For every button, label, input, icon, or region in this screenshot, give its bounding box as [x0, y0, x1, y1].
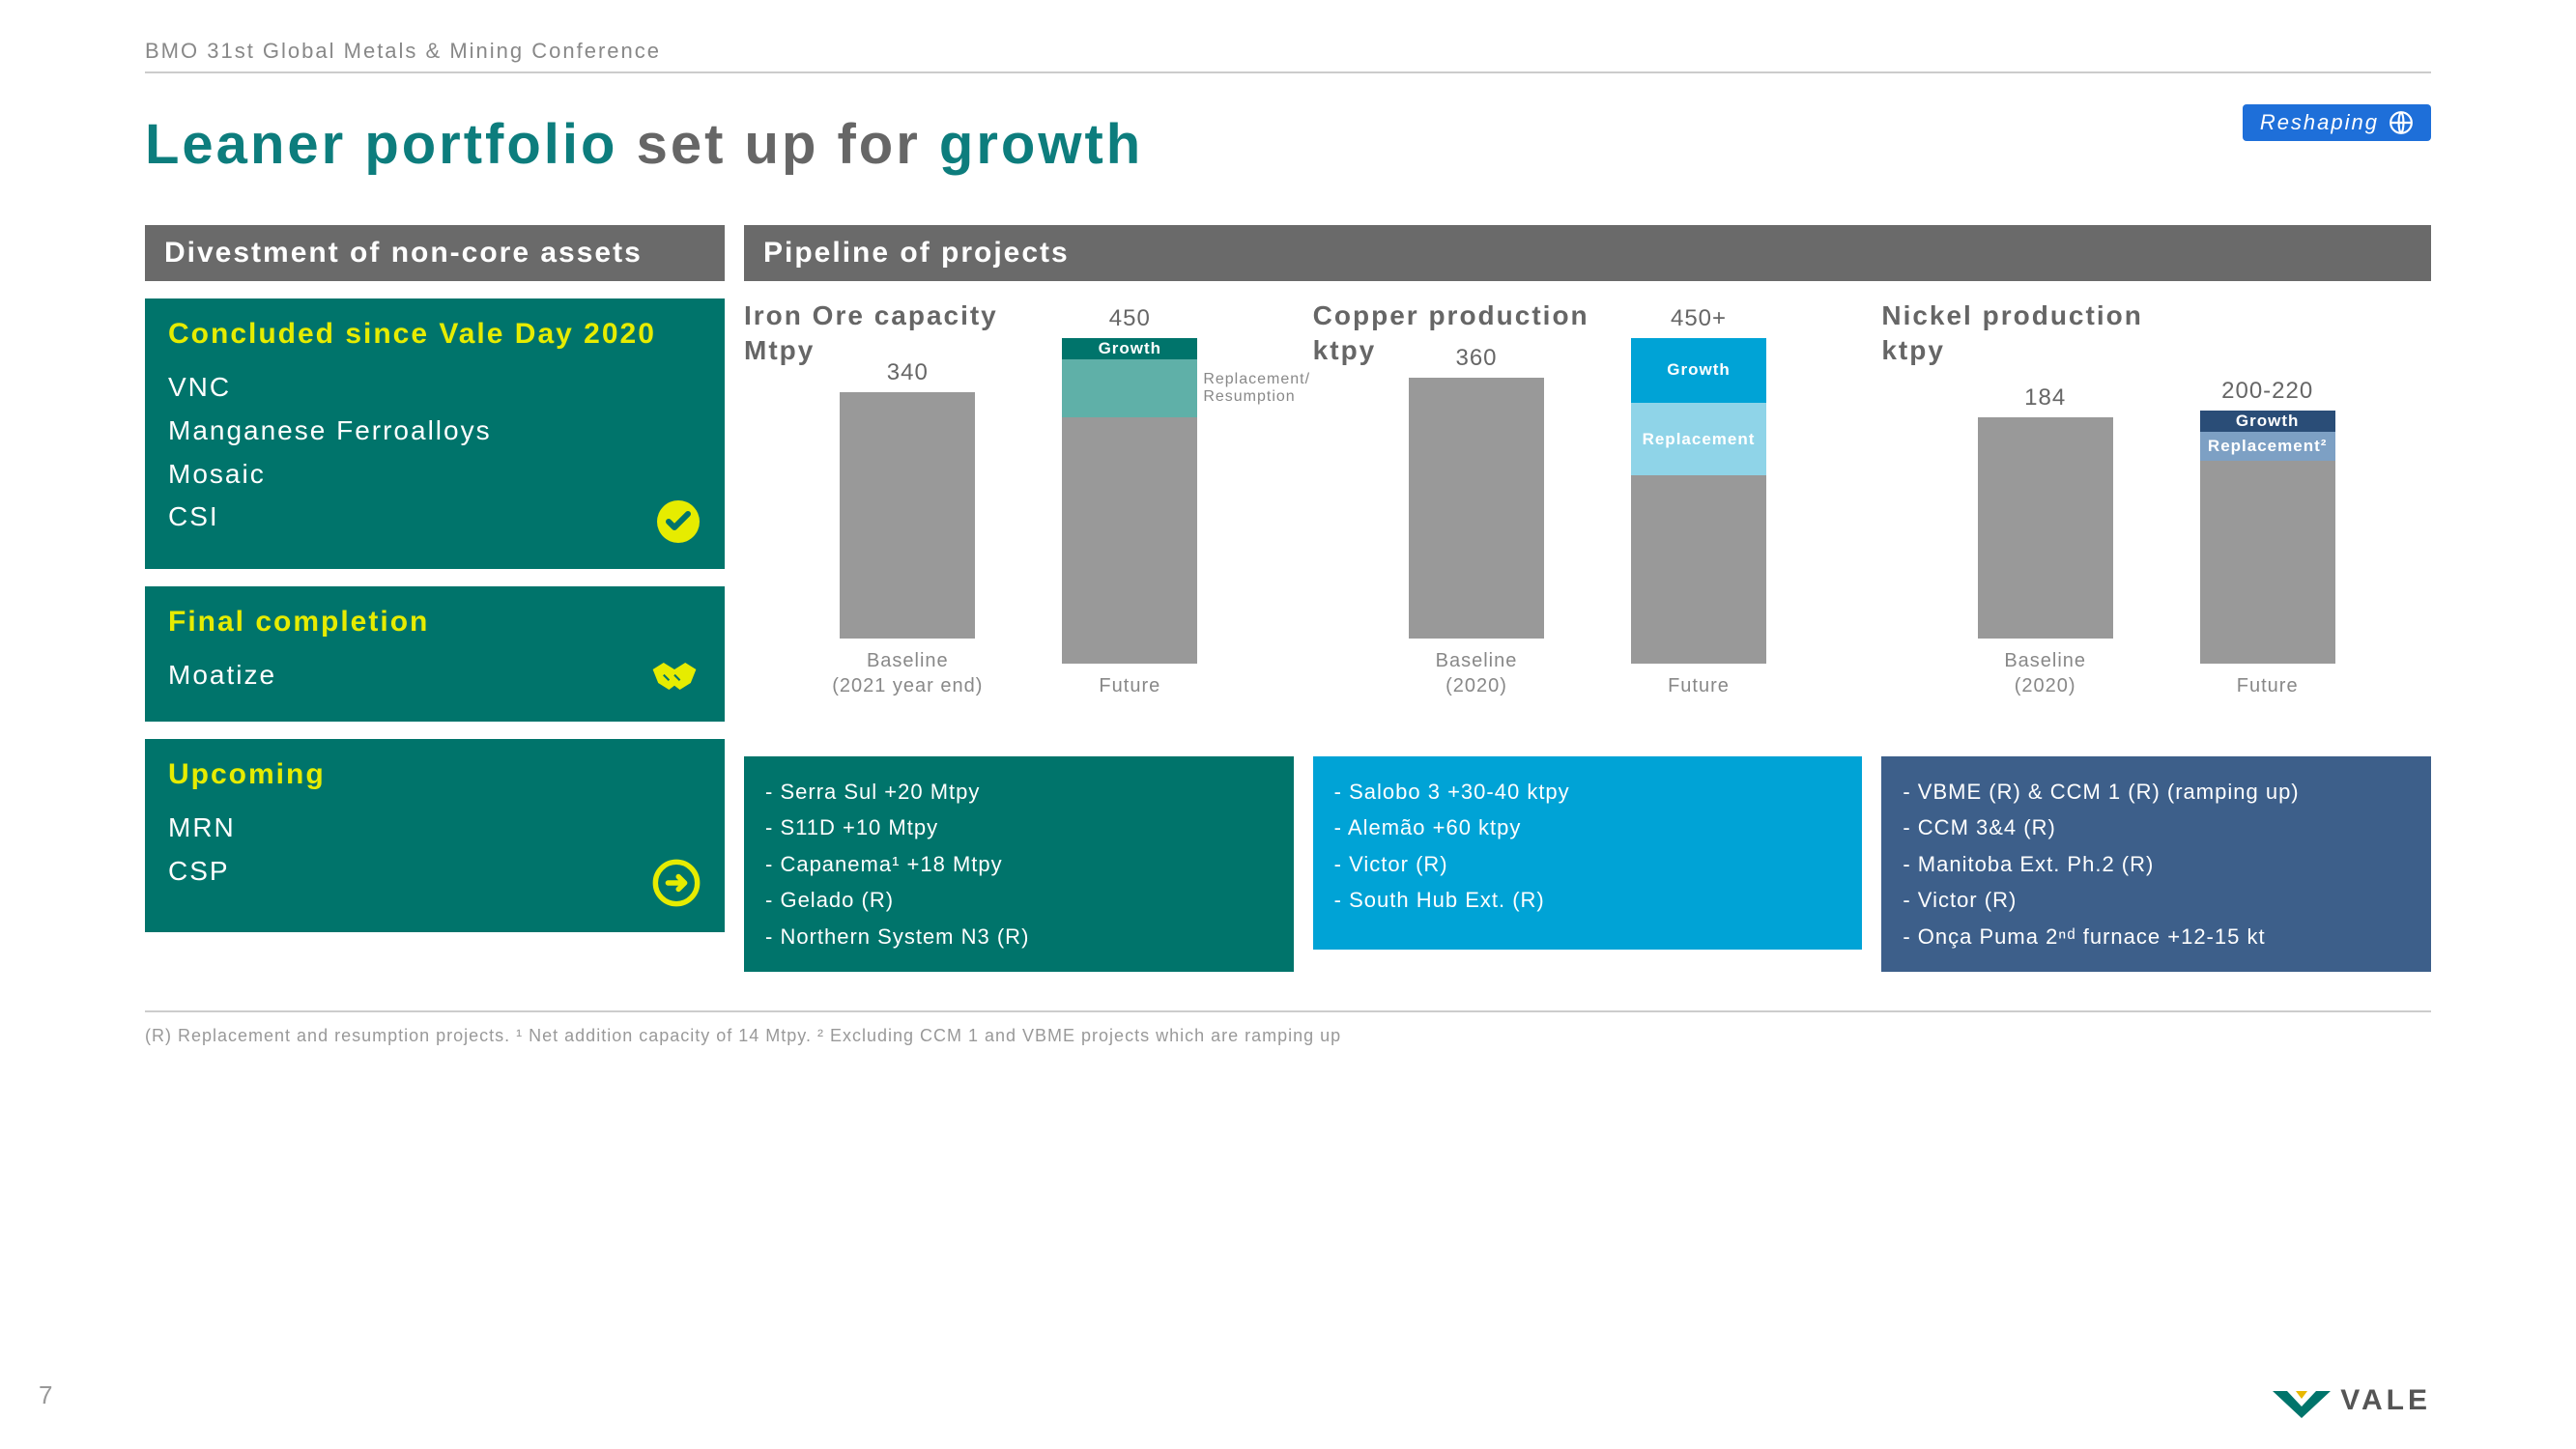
bar-segment: [1062, 417, 1197, 664]
project-item: Salobo 3 +30-40 ktpy: [1334, 774, 1842, 810]
bar-caption: Baseline(2020): [2004, 648, 2086, 698]
bar-segment: [1978, 417, 2113, 639]
bar-value: 360: [1455, 345, 1497, 372]
chart-column: Copper productionktpy360Baseline(2020)45…: [1313, 298, 1863, 972]
arrow-circle-icon: [651, 858, 701, 913]
list-item: Moatize: [168, 654, 701, 697]
bar-baseline: 184 Baseline(2020): [1963, 384, 2128, 699]
logo-text: VALE: [2340, 1384, 2431, 1417]
bar-segment: [2200, 461, 2335, 664]
bar-segment: [840, 392, 975, 639]
bar-segment: [1631, 475, 1766, 664]
globe-icon: [2389, 110, 2414, 135]
bar-segment: Growth: [1062, 338, 1197, 360]
page-title: Leaner portfolio set up for growth: [145, 112, 2431, 177]
chart-area: 360Baseline(2020)450+ReplacementGrowthFu…: [1313, 370, 1863, 698]
chart-title: Nickel productionktpy: [1881, 298, 2431, 370]
segment-side-label: Replacement/Resumption: [1203, 371, 1310, 406]
list-item: VNC: [168, 366, 701, 410]
projects-box: Serra Sul +20 MtpyS11D +10 MtpyCapanema¹…: [744, 756, 1294, 972]
divestment-header: Divestment of non-core assets: [145, 225, 725, 281]
project-item: Alemão +60 ktpy: [1334, 810, 1842, 845]
segment-label: Growth: [1667, 360, 1731, 380]
segment-label: Growth: [2236, 412, 2300, 431]
chart-column: Iron Ore capacityMtpy340Baseline(2021 ye…: [744, 298, 1294, 972]
bar-segment: Replacement: [1631, 403, 1766, 475]
project-item: South Hub Ext. (R): [1334, 882, 1842, 918]
list-item: CSI: [168, 496, 701, 539]
bar-caption: Future: [2237, 673, 2299, 698]
project-item: Manitoba Ext. Ph.2 (R): [1903, 846, 2410, 882]
left-column: Divestment of non-core assets Concluded …: [145, 225, 725, 972]
bar-future: 450 Replacement/ResumptionGrowth Future: [1047, 305, 1212, 699]
check-icon: [655, 498, 701, 550]
bar-caption: Future: [1668, 673, 1730, 698]
final-title: Final completion: [168, 606, 701, 639]
bar-value: 340: [887, 359, 929, 386]
title-part1: Leaner portfolio: [145, 113, 637, 176]
list-item: Manganese Ferroalloys: [168, 410, 701, 453]
bar-baseline: 360 Baseline(2020): [1394, 345, 1559, 698]
bar-caption: Baseline(2020): [1436, 648, 1518, 698]
project-item: CCM 3&4 (R): [1903, 810, 2410, 845]
bar-caption: Baseline(2021 year end): [832, 648, 983, 698]
chart-column: Nickel productionktpy 184 Baseline(2020) 20…: [1881, 298, 2431, 972]
projects-box: VBME (R) & CCM 1 (R) (ramping up)CCM 3&4…: [1881, 756, 2431, 972]
footnote: (R) Replacement and resumption projects.…: [145, 1010, 2431, 1046]
bar-segment: [1409, 378, 1544, 639]
bar-future: 200-220 Replacement² Growth Future: [2186, 378, 2350, 699]
right-column: Pipeline of projects Iron Ore capacityMt…: [744, 225, 2431, 972]
bar-caption: Future: [1099, 673, 1160, 698]
bar-future: 450+ Replacement Growth Future: [1617, 305, 1781, 699]
bar-value: 200-220: [2221, 378, 2313, 405]
concluded-card: Concluded since Vale Day 2020 VNCMangane…: [145, 298, 725, 569]
project-item: Victor (R): [1334, 846, 1842, 882]
reshaping-badge: Reshaping: [2243, 104, 2431, 141]
list-item: MRN: [168, 807, 701, 850]
vale-logo: VALE: [2273, 1381, 2431, 1420]
bar-value: 450+: [1671, 305, 1727, 332]
list-item: Mosaic: [168, 453, 701, 497]
segment-label: Replacement²: [2208, 437, 2327, 456]
project-item: Northern System N3 (R): [765, 919, 1273, 954]
bar-baseline: 340 Baseline(2021 year end): [825, 359, 989, 698]
header-rule: [145, 71, 2431, 73]
project-item: Serra Sul +20 Mtpy: [765, 774, 1273, 810]
project-item: Gelado (R): [765, 882, 1273, 918]
project-item: Onça Puma 2ⁿᵈ furnace +12-15 kt: [1903, 919, 2410, 954]
project-item: Capanema¹ +18 Mtpy: [765, 846, 1273, 882]
bar-value: 184: [2024, 384, 2066, 412]
segment-label: Replacement: [1643, 430, 1756, 449]
badge-label: Reshaping: [2260, 110, 2379, 135]
project-item: S11D +10 Mtpy: [765, 810, 1273, 845]
pipeline-header: Pipeline of projects: [744, 225, 2431, 281]
chart-area: 340Baseline(2021 year end)450Replacement…: [744, 370, 1294, 698]
handshake-icon: [647, 655, 701, 702]
conference-label: BMO 31st Global Metals & Mining Conferen…: [145, 39, 2431, 71]
project-item: VBME (R) & CCM 1 (R) (ramping up): [1903, 774, 2410, 810]
projects-box: Salobo 3 +30-40 ktpyAlemão +60 ktpyVicto…: [1313, 756, 1863, 950]
bar-segment: Replacement²: [2200, 432, 2335, 461]
bar-segment: Growth: [1631, 338, 1766, 404]
bar-segment: Growth: [2200, 411, 2335, 433]
list-item: CSP: [168, 850, 701, 894]
title-part3: growth: [939, 113, 1143, 176]
upcoming-card: Upcoming MRNCSP: [145, 739, 725, 932]
bar-segment: Replacement/Resumption: [1062, 359, 1197, 417]
bar-value: 450: [1109, 305, 1151, 332]
segment-label: Growth: [1099, 339, 1162, 358]
project-item: Victor (R): [1903, 882, 2410, 918]
concluded-title: Concluded since Vale Day 2020: [168, 318, 701, 351]
page-number: 7: [39, 1380, 52, 1410]
upcoming-title: Upcoming: [168, 758, 701, 791]
final-card: Final completion Moatize: [145, 586, 725, 722]
chart-area: 184 Baseline(2020) 200-220 Replacement² Grow…: [1881, 370, 2431, 698]
title-part2: set up for: [637, 113, 939, 176]
